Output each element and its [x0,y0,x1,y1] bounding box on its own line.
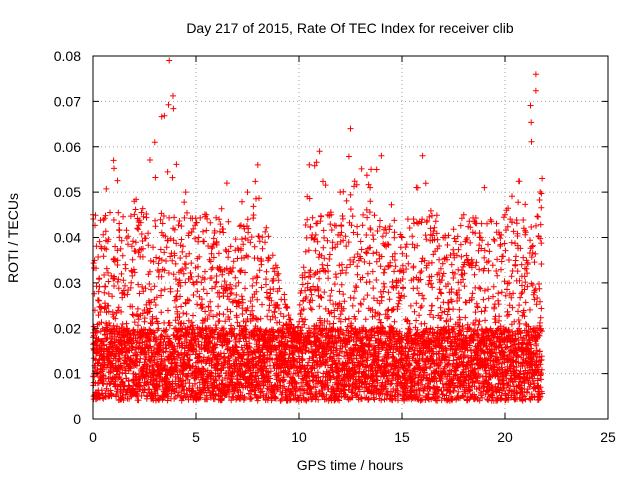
x-axis-label: GPS time / hours [297,457,404,473]
y-axis: 0 0.01 0.02 0.03 0.04 0.05 0.06 0.07 0.08 [54,48,608,427]
x-tick-label: 20 [497,429,513,445]
chart-title: Day 217 of 2015, Rate Of TEC Index for r… [186,20,514,36]
x-tick-label: 5 [192,429,200,445]
x-tick-label: 10 [291,429,307,445]
y-tick-label: 0.06 [54,139,81,155]
y-tick-label: 0.01 [54,366,81,382]
x-tick-label: 25 [600,429,616,445]
y-tick-label: 0.02 [54,320,81,336]
data-points [90,57,546,404]
y-tick-label: 0.08 [54,48,81,64]
y-tick-label: 0.07 [54,93,81,109]
grid-lines [93,56,608,419]
y-tick-label: 0 [73,411,81,427]
x-tick-label: 15 [394,429,410,445]
y-tick-label: 0.05 [54,184,81,200]
x-tick-label: 0 [89,429,97,445]
x-axis: 0 5 10 15 20 25 [89,56,616,445]
y-tick-label: 0.03 [54,275,81,291]
y-axis-label: ROTI / TECUs [5,193,21,283]
y-tick-label: 0.04 [54,230,81,246]
roti-points [90,57,546,404]
